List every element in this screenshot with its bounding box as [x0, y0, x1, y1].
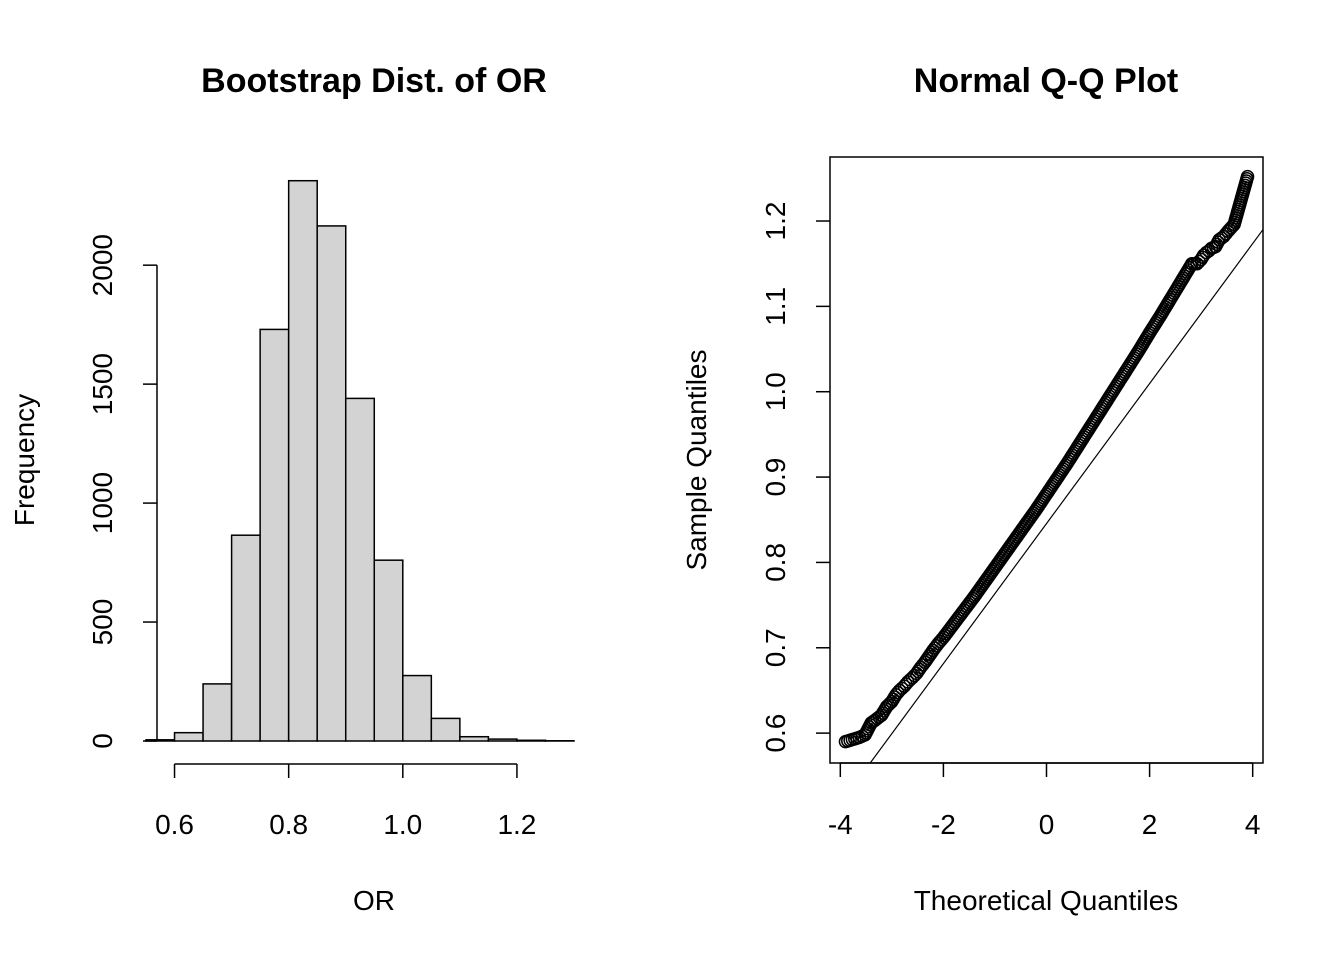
- histogram-bar: [402, 674, 433, 742]
- histogram-y-tick-label: 2000: [87, 234, 118, 296]
- qq-plot-x-tick-label: 0: [1039, 809, 1055, 840]
- qq-point: [899, 677, 913, 691]
- histogram-bar: [202, 683, 233, 742]
- qq-point: [1192, 254, 1206, 269]
- qq-point: [903, 673, 917, 687]
- qq-plot-y-tick-label: 0.8: [760, 543, 791, 582]
- histogram-bar: [373, 559, 404, 742]
- histogram-bar: [316, 225, 347, 742]
- qq-plot-panel: Normal Q-Q Plot Theoretical Quantiles Sa…: [681, 62, 1264, 916]
- histogram-bar: [287, 179, 318, 742]
- histogram-bar: [344, 397, 376, 742]
- qq-plot-x-axis: -4 -2 0 2 4: [828, 762, 1261, 840]
- qq-points: [838, 169, 1255, 749]
- qq-plot-x-tick-label: 2: [1142, 809, 1158, 840]
- qq-plot-y-tick-label: 1.1: [760, 287, 791, 326]
- histogram-bar: [173, 731, 204, 742]
- histogram-x-tick-label: 1.0: [383, 809, 422, 840]
- histogram-y-axis: 0 500 1000 1500 2000: [87, 234, 158, 749]
- qq-plot-y-tick-label: 1.0: [760, 372, 791, 411]
- histogram-x-tick-label: 1.2: [497, 809, 536, 840]
- qq-plot-y-axis-label: Sample Quantiles: [681, 349, 712, 570]
- qq-plot-x-tick-label: 4: [1245, 809, 1261, 840]
- histogram-y-tick-label: 1500: [87, 353, 118, 415]
- histogram-bar: [516, 739, 547, 742]
- qq-plot-y-tick-label: 0.7: [760, 628, 791, 667]
- qq-reference-line: [869, 229, 1264, 764]
- qq-point: [1211, 235, 1225, 249]
- histogram-bar: [459, 735, 490, 742]
- qq-point: [912, 662, 927, 677]
- qq-plot-title: Normal Q-Q Plot: [914, 62, 1178, 100]
- qq-point: [886, 692, 900, 707]
- histogram-bar: [230, 534, 261, 742]
- histogram-x-axis-label: OR: [353, 885, 395, 916]
- histogram-x-axis: 0.6 0.8 1.0 1.2: [155, 763, 536, 840]
- histogram-bar: [430, 717, 461, 742]
- histogram-y-tick-label: 0: [87, 733, 118, 749]
- qq-point: [1240, 172, 1254, 186]
- histogram-bar: [487, 738, 518, 742]
- qq-reference-line-group: [869, 229, 1264, 764]
- qq-plot-x-axis-label: Theoretical Quantiles: [914, 885, 1179, 916]
- qq-plot-y-tick-label: 0.9: [760, 458, 791, 497]
- qq-point: [1195, 250, 1210, 265]
- qq-point: [1214, 231, 1229, 245]
- qq-plot-y-axis: 0.6 0.7 0.8 0.9 1.0 1.1 1.2: [760, 202, 830, 753]
- histogram-x-tick-label: 0.6: [155, 809, 194, 840]
- histogram-panel: Bootstrap Dist. of OR OR Frequency 0.6 0.…: [9, 62, 575, 916]
- qq-plot-y-tick-label: 0.6: [760, 714, 791, 753]
- histogram-bar: [259, 328, 290, 742]
- histogram-title: Bootstrap Dist. of OR: [201, 62, 547, 100]
- qq-plot-x-tick-label: -4: [828, 809, 853, 840]
- histogram-y-axis-label: Frequency: [9, 394, 40, 526]
- qq-plot-y-tick-label: 1.2: [760, 202, 791, 241]
- histogram-bars: [145, 179, 575, 742]
- qq-plot-x-tick-label: -2: [931, 809, 956, 840]
- histogram-y-tick-label: 1000: [87, 472, 118, 534]
- histogram-x-tick-label: 0.8: [269, 809, 308, 840]
- qq-point: [891, 685, 905, 700]
- qq-point: [895, 681, 909, 696]
- histogram-y-tick-label: 500: [87, 599, 118, 646]
- qq-point: [887, 690, 902, 704]
